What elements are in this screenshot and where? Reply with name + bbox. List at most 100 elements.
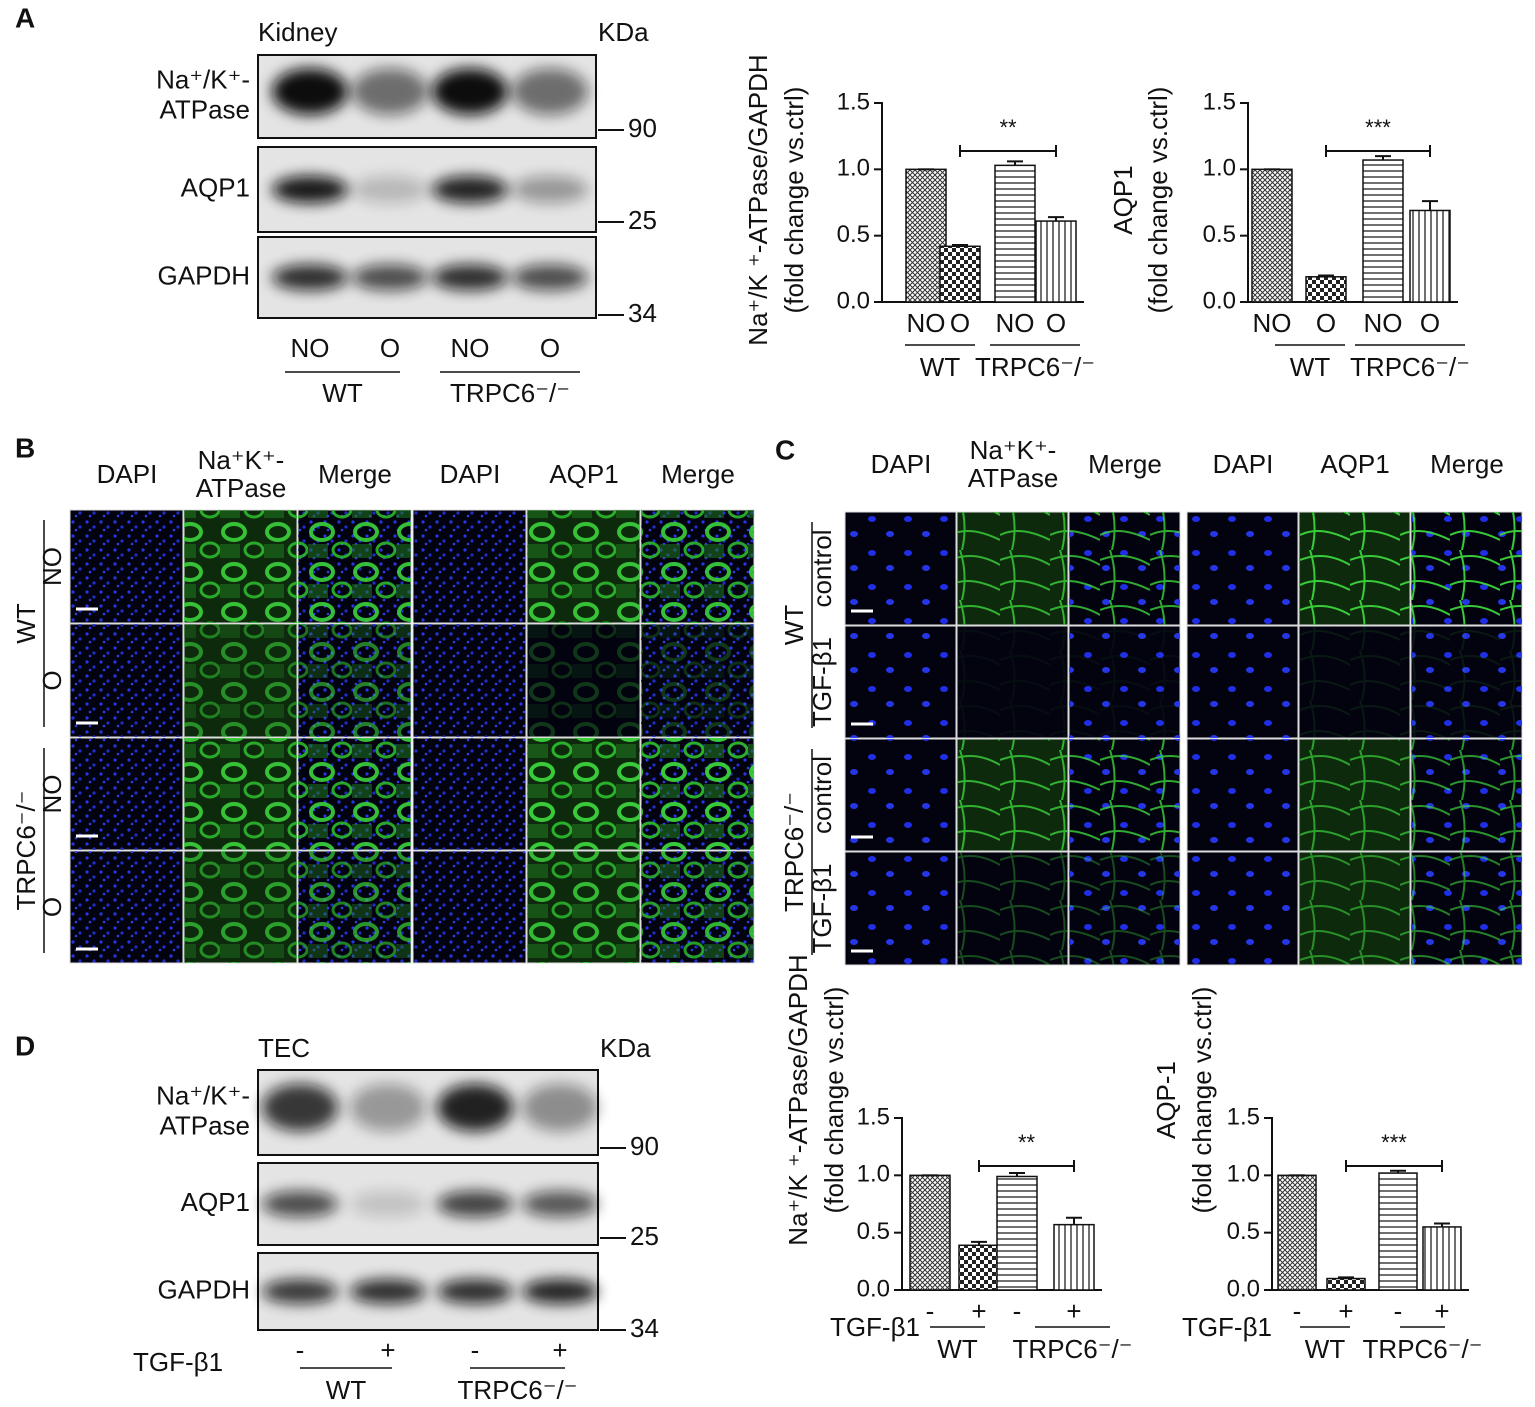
nuclei-stain [413, 510, 526, 623]
group-label: TRPC6⁻/⁻ [1350, 352, 1470, 382]
blot-row-label: ATPase [159, 94, 250, 124]
bar [909, 1174, 951, 1291]
row-label: O [37, 897, 67, 917]
green-stain [184, 851, 297, 963]
column-header: DAPI [871, 449, 932, 479]
blot-band [352, 68, 428, 115]
x-tick-label: O [1046, 308, 1066, 338]
row-label: O [37, 670, 67, 690]
green-stain [1299, 512, 1410, 625]
y-axis-label: (fold change vs.ctrl) [1143, 87, 1173, 314]
blot-band [272, 264, 348, 291]
y-tick-label: 0.5 [837, 221, 870, 248]
group-label: WT [11, 603, 41, 644]
lane-label: O [380, 333, 400, 363]
y-tick-label: 0.0 [857, 1275, 890, 1302]
nuclei-stain [413, 738, 526, 850]
blot-band [432, 175, 508, 204]
y-tick-label: 1.0 [857, 1161, 890, 1188]
blot-row-label: GAPDH [158, 1274, 250, 1304]
row-label: TGF-β1 [807, 863, 837, 953]
y-tick-label: 1.0 [1227, 1161, 1260, 1188]
marker-label: 34 [630, 1313, 659, 1343]
bar [1409, 209, 1451, 303]
bar [1251, 168, 1293, 303]
error-bar [1066, 1216, 1082, 1225]
green-stain [298, 738, 411, 850]
group-label: TRPC6⁻/⁻ [779, 792, 809, 912]
y-axis-label: (fold change vs.ctrl) [819, 987, 849, 1214]
green-stain [1299, 739, 1410, 851]
blot-band [350, 1083, 426, 1132]
x-tick-label: - [1293, 1296, 1302, 1326]
blot-band [262, 1083, 338, 1132]
nuclei-stain [1187, 626, 1298, 738]
error-bar [1434, 1222, 1450, 1227]
green-stain [1069, 626, 1180, 738]
y-tick-label: 0.5 [1203, 221, 1236, 248]
blot-band [522, 1083, 598, 1132]
green-stain [184, 738, 297, 850]
group-label: WT [937, 1334, 978, 1364]
group-label: WT [920, 352, 961, 382]
x-tick-label: + [1338, 1296, 1353, 1326]
error-bar [952, 243, 968, 247]
treatment-label: TGF-β1 [830, 1312, 920, 1342]
green-stain [1069, 739, 1180, 851]
error-bar [1048, 216, 1064, 222]
blot-band [437, 1190, 513, 1218]
x-tick-label: - [1013, 1296, 1022, 1326]
significance-label: *** [1381, 1130, 1407, 1155]
x-tick-label: - [1394, 1296, 1403, 1326]
error-bar [1009, 1172, 1025, 1177]
column-header: Na⁺K⁺- [198, 445, 285, 475]
bar [1326, 1277, 1366, 1291]
green-stain [298, 510, 411, 623]
bar [1277, 1174, 1317, 1291]
column-header: DAPI [97, 459, 158, 489]
treatment-label: TGF-β1 [133, 1347, 223, 1377]
column-header: Merge [661, 459, 735, 489]
bar [1035, 220, 1077, 303]
marker-label: 25 [628, 205, 657, 235]
blot-band [352, 264, 428, 291]
bar [958, 1244, 1000, 1291]
green-stain [1411, 852, 1522, 965]
lane-label: - [296, 1335, 305, 1365]
green-stain [957, 512, 1068, 625]
blot-row-label: Na⁺/K⁺- [156, 1080, 250, 1110]
x-tick-label: NO [907, 308, 946, 338]
blot-band [352, 175, 428, 204]
column-header: Na⁺K⁺- [970, 435, 1057, 465]
green-stain [527, 738, 640, 850]
blot-row-label: ATPase [159, 1110, 250, 1140]
y-tick-label: 1.5 [1203, 88, 1236, 115]
green-stain [527, 851, 640, 963]
y-tick-label: 0.0 [1203, 287, 1236, 314]
bar [996, 1175, 1038, 1291]
blot-sample: TEC [258, 1033, 310, 1063]
green-stain [641, 510, 754, 623]
green-stain [641, 851, 754, 963]
y-tick-label: 1.0 [1203, 155, 1236, 182]
y-axis-label: Na⁺/K ⁺-ATPase/GAPDH [743, 54, 773, 345]
y-tick-label: 0.5 [857, 1218, 890, 1245]
nuclei-stain [70, 851, 183, 963]
row-label: NO [37, 775, 67, 814]
blot-band [512, 175, 588, 204]
blot-band [512, 264, 588, 291]
column-header: Merge [318, 459, 392, 489]
group-label: WT [779, 605, 809, 646]
column-header: AQP1 [1320, 449, 1389, 479]
group-label: TRPC6⁻/⁻ [975, 352, 1095, 382]
blot-band [432, 264, 508, 291]
y-axis-label: AQP1 [1108, 165, 1138, 234]
blot-band [512, 68, 588, 115]
column-header: DAPI [440, 459, 501, 489]
y-tick-label: 0.0 [1227, 1275, 1260, 1302]
significance-bracket [959, 145, 1057, 157]
error-bar [1318, 274, 1334, 277]
blot-band [272, 68, 348, 115]
error-bar [1390, 1169, 1406, 1174]
y-axis-label: (fold change vs.ctrl) [779, 87, 809, 314]
